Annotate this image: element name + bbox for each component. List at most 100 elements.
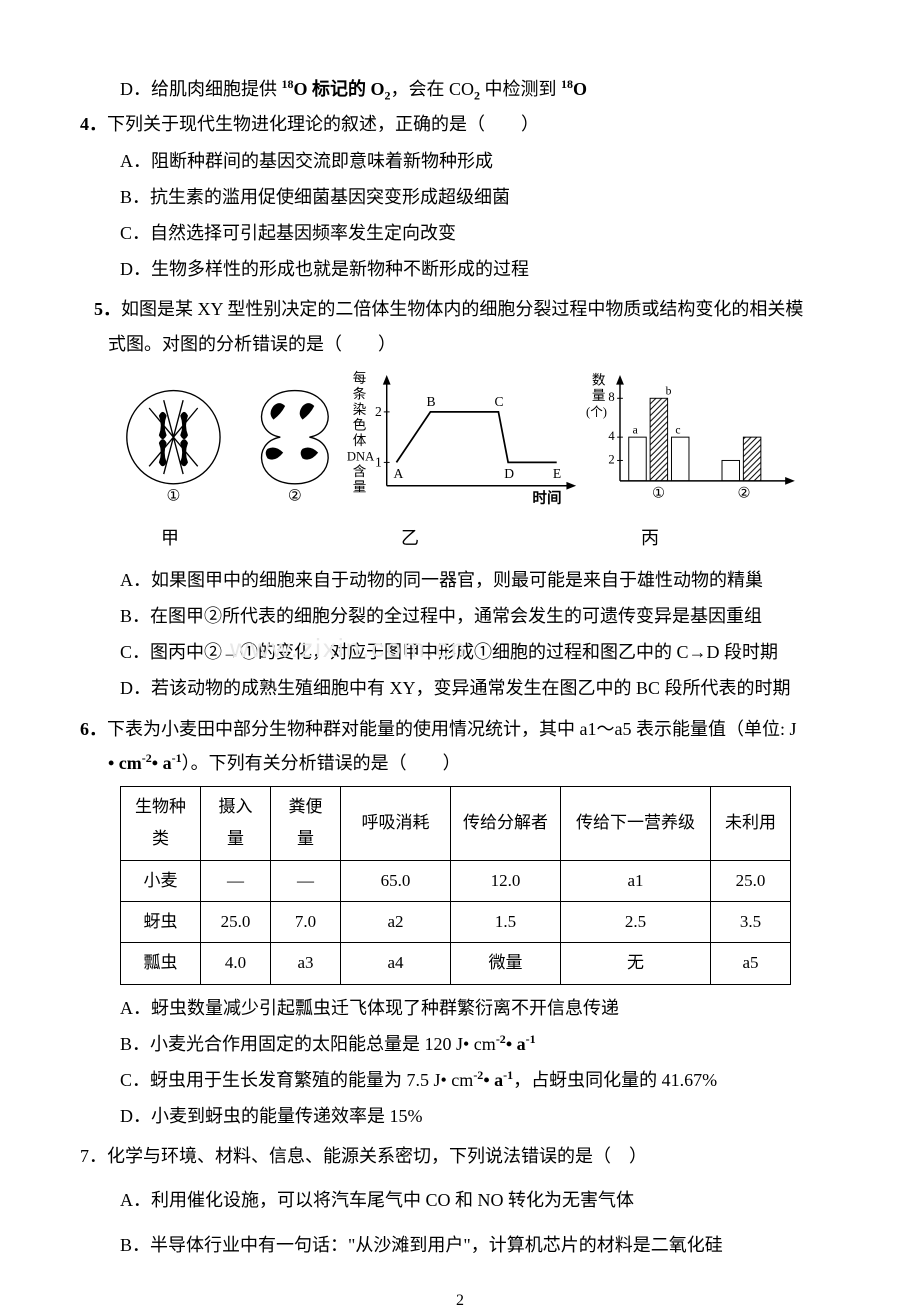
svg-text:数: 数 <box>592 372 606 387</box>
cap-yi: 乙 <box>401 521 419 555</box>
sup: -1 <box>503 1068 513 1082</box>
td: 4.0 <box>201 943 271 984</box>
table-row: 小麦 — — 65.0 12.0 a1 25.0 <box>121 860 791 901</box>
svg-text:(个): (个) <box>586 404 607 418</box>
q7-num: 7． <box>80 1146 107 1166</box>
q5-num: 5． <box>94 299 121 319</box>
th: 呼吸消耗 <box>341 787 451 861</box>
th: 未利用 <box>711 787 791 861</box>
svg-text:2: 2 <box>375 403 382 418</box>
td: — <box>271 860 341 901</box>
q6-stem-l2: • cm-2• a-1）。下列有关分析错误的是（ ） <box>80 746 840 780</box>
q3-option-d: D．给肌肉细胞提供 18O 标记的 O2，会在 CO2 中检测到 18O <box>80 72 840 107</box>
cap-bing: 丙 <box>641 521 659 555</box>
cap-jia: 甲 <box>161 521 179 555</box>
svg-text:b: b <box>666 384 672 397</box>
svg-text:含: 含 <box>353 464 367 479</box>
q4: 4．下列关于现代生物进化理论的叙述，正确的是（ ） A．阻断种群间的基因交流即意… <box>80 107 840 286</box>
td: a1 <box>561 860 711 901</box>
line-chart-icon: 每条 染色 体DNA 含量 2 1 A B C D E 时间 <box>343 367 586 517</box>
th: 生物种类 <box>121 787 201 861</box>
t: • cm <box>108 753 142 773</box>
svg-text:②: ② <box>738 485 751 501</box>
svg-text:①: ① <box>166 487 180 504</box>
sup: 18 <box>561 77 573 91</box>
q6-num: 6． <box>80 719 107 739</box>
energy-table: 生物种类 摄入量 粪便量 呼吸消耗 传给分解者 传给下一营养级 未利用 小麦 —… <box>120 786 791 984</box>
t: • a <box>506 1034 526 1054</box>
q6-option-b: B．小麦光合作用固定的太阳能总量是 120 J• cm-2• a-1 <box>80 1027 840 1061</box>
t: O <box>573 79 587 99</box>
svg-text:时间: 时间 <box>533 489 562 507</box>
q5-option-d: D．若该动物的成熟生殖细胞中有 XY，变异通常发生在图乙中的 BC 段所代表的时… <box>80 671 840 705</box>
td: a2 <box>341 901 451 942</box>
t: 中检测到 <box>480 79 561 99</box>
t: ，占蚜虫同化量的 41.67% <box>513 1070 717 1090</box>
td: 蚜虫 <box>121 901 201 942</box>
t: 给肌肉细胞提供 <box>151 79 282 99</box>
t: B．小麦光合作用固定的太阳能总量是 120 J• cm <box>120 1034 496 1054</box>
svg-text:色: 色 <box>353 416 367 432</box>
sup: -1 <box>172 751 182 765</box>
svg-text:DNA: DNA <box>347 449 375 463</box>
td: 瓢虫 <box>121 943 201 984</box>
td: 3.5 <box>711 901 791 942</box>
td: 1.5 <box>451 901 561 942</box>
t: ，会在 CO <box>391 79 475 99</box>
td: a4 <box>341 943 451 984</box>
bar-chart-icon: 数量 (个) 8 4 2 a b c ① ② <box>586 367 800 517</box>
svg-text:2: 2 <box>609 452 615 466</box>
q5-option-c: C．图丙中②→①的变化，对应于图甲中形成①细胞的过程和图乙中的 C→D 段时期 <box>80 635 840 669</box>
sup: -1 <box>526 1032 536 1046</box>
th: 传给分解者 <box>451 787 561 861</box>
t: • a <box>152 753 172 773</box>
sup: 18 <box>282 77 294 91</box>
q4-option-c: C．自然选择可引起基因频率发生定向改变 <box>80 216 840 250</box>
q4-stem: 4．下列关于现代生物进化理论的叙述，正确的是（ ） <box>80 107 840 141</box>
q6-stem-l1: 下表为小麦田中部分生物种群对能量的使用情况统计，其中 a1～a5 表示能量值（单… <box>107 719 796 739</box>
q5-stem: 5．如图是某 XY 型性别决定的二倍体生物体内的细胞分裂过程中物质或结构变化的相… <box>80 292 840 326</box>
q7-option-a: A．利用催化设施，可以将汽车尾气中 CO 和 NO 转化为无害气体 <box>80 1183 840 1217</box>
opt-prefix: D． <box>120 79 151 99</box>
q6-stem: 6．下表为小麦田中部分生物种群对能量的使用情况统计，其中 a1～a5 表示能量值… <box>80 712 840 746</box>
q4-option-d: D．生物多样性的形成也就是新物种不断形成的过程 <box>80 252 840 286</box>
svg-text:体: 体 <box>353 433 367 448</box>
svg-text:C: C <box>495 394 504 409</box>
sup: -2 <box>473 1068 483 1082</box>
svg-text:8: 8 <box>609 390 615 404</box>
q5: 5．如图是某 XY 型性别决定的二倍体生物体内的细胞分裂过程中物质或结构变化的相… <box>80 292 840 705</box>
svg-text:②: ② <box>288 487 302 504</box>
q5-figures: ① ② 每条 染色 体DNA 含量 2 1 <box>80 361 840 521</box>
td: 65.0 <box>341 860 451 901</box>
th: 粪便量 <box>271 787 341 861</box>
t: C．蚜虫用于生长发育繁殖的能量为 7.5 J• cm <box>120 1070 473 1090</box>
svg-text:B: B <box>427 394 436 409</box>
table-header-row: 生物种类 摄入量 粪便量 呼吸消耗 传给分解者 传给下一营养级 未利用 <box>121 787 791 861</box>
td: 2.5 <box>561 901 711 942</box>
svg-text:染: 染 <box>353 402 367 417</box>
q6-option-d: D．小麦到蚜虫的能量传递效率是 15% <box>80 1099 840 1133</box>
td: 12.0 <box>451 860 561 901</box>
q5-stem-l2: 式图。对图的分析错误的是（ ） <box>80 327 840 361</box>
td: 无 <box>561 943 711 984</box>
table-row: 蚜虫 25.0 7.0 a2 1.5 2.5 3.5 <box>121 901 791 942</box>
t: • a <box>483 1070 503 1090</box>
svg-text:条: 条 <box>353 385 367 401</box>
q5-option-b: B．在图甲②所代表的细胞分裂的全过程中，通常会发生的可遗传变异是基因重组 <box>80 599 840 633</box>
svg-text:D: D <box>505 466 515 481</box>
sup: -2 <box>496 1032 506 1046</box>
td: 25.0 <box>711 860 791 901</box>
svg-text:①: ① <box>652 485 665 501</box>
page-number: 2 <box>80 1286 840 1316</box>
q6-option-a: A．蚜虫数量减少引起瓢虫迁飞体现了种群繁衍离不开信息传递 <box>80 991 840 1025</box>
cells-diagram-icon: ① ② <box>120 377 343 507</box>
table-row: 瓢虫 4.0 a3 a4 微量 无 a5 <box>121 943 791 984</box>
sup: -2 <box>142 751 152 765</box>
svg-text:每: 每 <box>353 370 367 385</box>
svg-text:1: 1 <box>375 454 382 469</box>
th: 传给下一营养级 <box>561 787 711 861</box>
td: — <box>201 860 271 901</box>
td: 25.0 <box>201 901 271 942</box>
q6-option-c: C．蚜虫用于生长发育繁殖的能量为 7.5 J• cm-2• a-1，占蚜虫同化量… <box>80 1063 840 1097</box>
svg-text:a: a <box>633 423 638 436</box>
